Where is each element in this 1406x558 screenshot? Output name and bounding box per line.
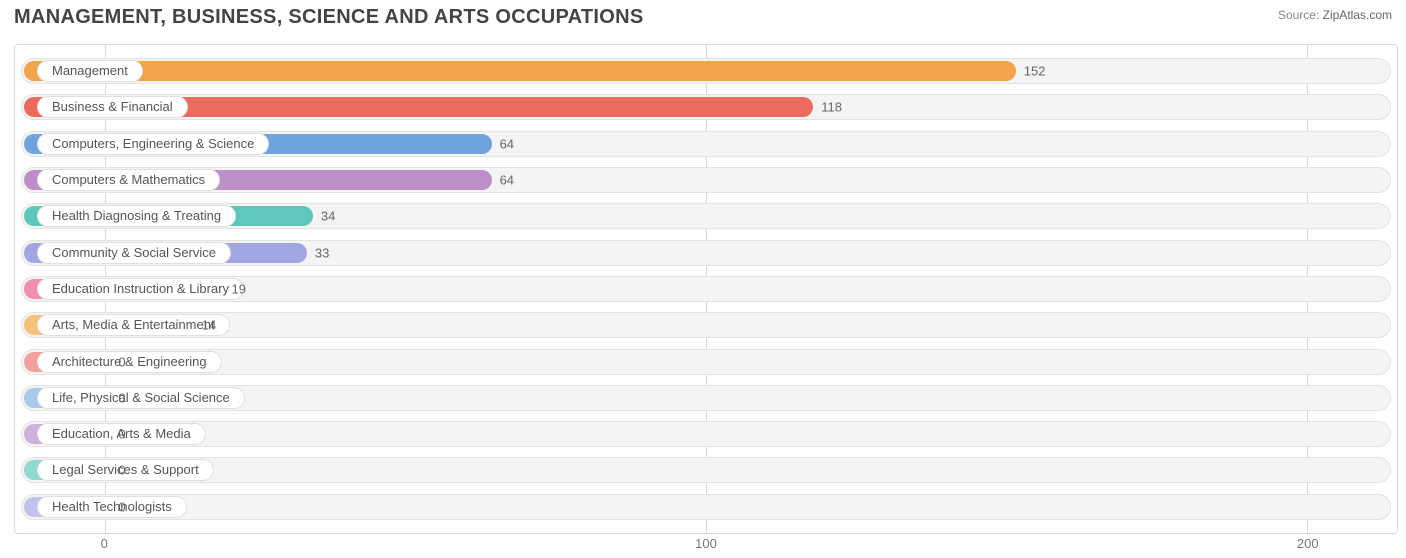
bar-row: Education Instruction & Library19 (21, 276, 1391, 302)
bar-row: Health Diagnosing & Treating 34 (21, 203, 1391, 229)
bar-value-label: 19 (232, 281, 246, 296)
bar-track (21, 494, 1391, 520)
bar-label-pill: Education Instruction & Library (37, 278, 244, 300)
bar-row: Health Technologists0 (21, 494, 1391, 520)
axis-tick: 200 (1297, 536, 1319, 551)
bar-row: Architecture & Engineering0 (21, 349, 1391, 375)
axis-tick: 100 (695, 536, 717, 551)
x-axis: 0 100 200 (14, 536, 1398, 554)
bar-value-label: 64 (500, 136, 514, 151)
bar-label-pill: Community & Social Service (37, 242, 231, 264)
bar-fill (24, 61, 1016, 81)
chart-title: MANAGEMENT, BUSINESS, SCIENCE AND ARTS O… (0, 0, 1406, 29)
axis-tick: 0 (101, 536, 108, 551)
bar-label-pill: Health Diagnosing & Treating (37, 205, 236, 227)
bar-row: Management 152 (21, 58, 1391, 84)
bar-row: Arts, Media & Entertainment14 (21, 312, 1391, 338)
bar-value-label: 64 (500, 173, 514, 188)
bar-row: Life, Physical & Social Science0 (21, 385, 1391, 411)
bar-value-label: 14 (202, 318, 216, 333)
bar-label-pill: Management (37, 60, 143, 82)
bar-row: Community & Social Service 33 (21, 240, 1391, 266)
bar-row: Computers & Mathematics 64 (21, 167, 1391, 193)
bar-value-label: 152 (1024, 64, 1046, 79)
chart-plot-area: Management 152 Business & Financial 118 Comp… (14, 44, 1398, 534)
bar-container: Management 152 Business & Financial 118 Comp… (15, 53, 1397, 525)
bar-value-label: 0 (118, 427, 125, 442)
bar-row: Education, Arts & Media0 (21, 421, 1391, 447)
bar-value-label: 0 (118, 499, 125, 514)
source-name: ZipAtlas.com (1323, 8, 1392, 22)
bar-label-pill: Computers, Engineering & Science (37, 133, 269, 155)
bar-row: Computers, Engineering & Science 64 (21, 131, 1391, 157)
bar-value-label: 0 (118, 354, 125, 369)
bar-row: Business & Financial 118 (21, 94, 1391, 120)
source-label: Source: (1278, 8, 1319, 22)
bar-track (21, 457, 1391, 483)
source-attribution: Source: ZipAtlas.com (1278, 8, 1392, 22)
bar-row: Legal Services & Support0 (21, 457, 1391, 483)
bar-label-pill: Arts, Media & Entertainment (37, 314, 230, 336)
bar-track (21, 349, 1391, 375)
bar-label-pill: Architecture & Engineering (37, 351, 222, 373)
bar-value-label: 0 (118, 390, 125, 405)
bar-label-pill: Life, Physical & Social Science (37, 387, 245, 409)
bar-label-pill: Business & Financial (37, 96, 188, 118)
bar-label-pill: Health Technologists (37, 496, 187, 518)
bar-value-label: 0 (118, 463, 125, 478)
bar-value-label: 33 (315, 245, 329, 260)
bar-label-pill: Computers & Mathematics (37, 169, 220, 191)
bar-value-label: 118 (821, 100, 842, 115)
bar-track (21, 421, 1391, 447)
bar-value-label: 34 (321, 209, 335, 224)
